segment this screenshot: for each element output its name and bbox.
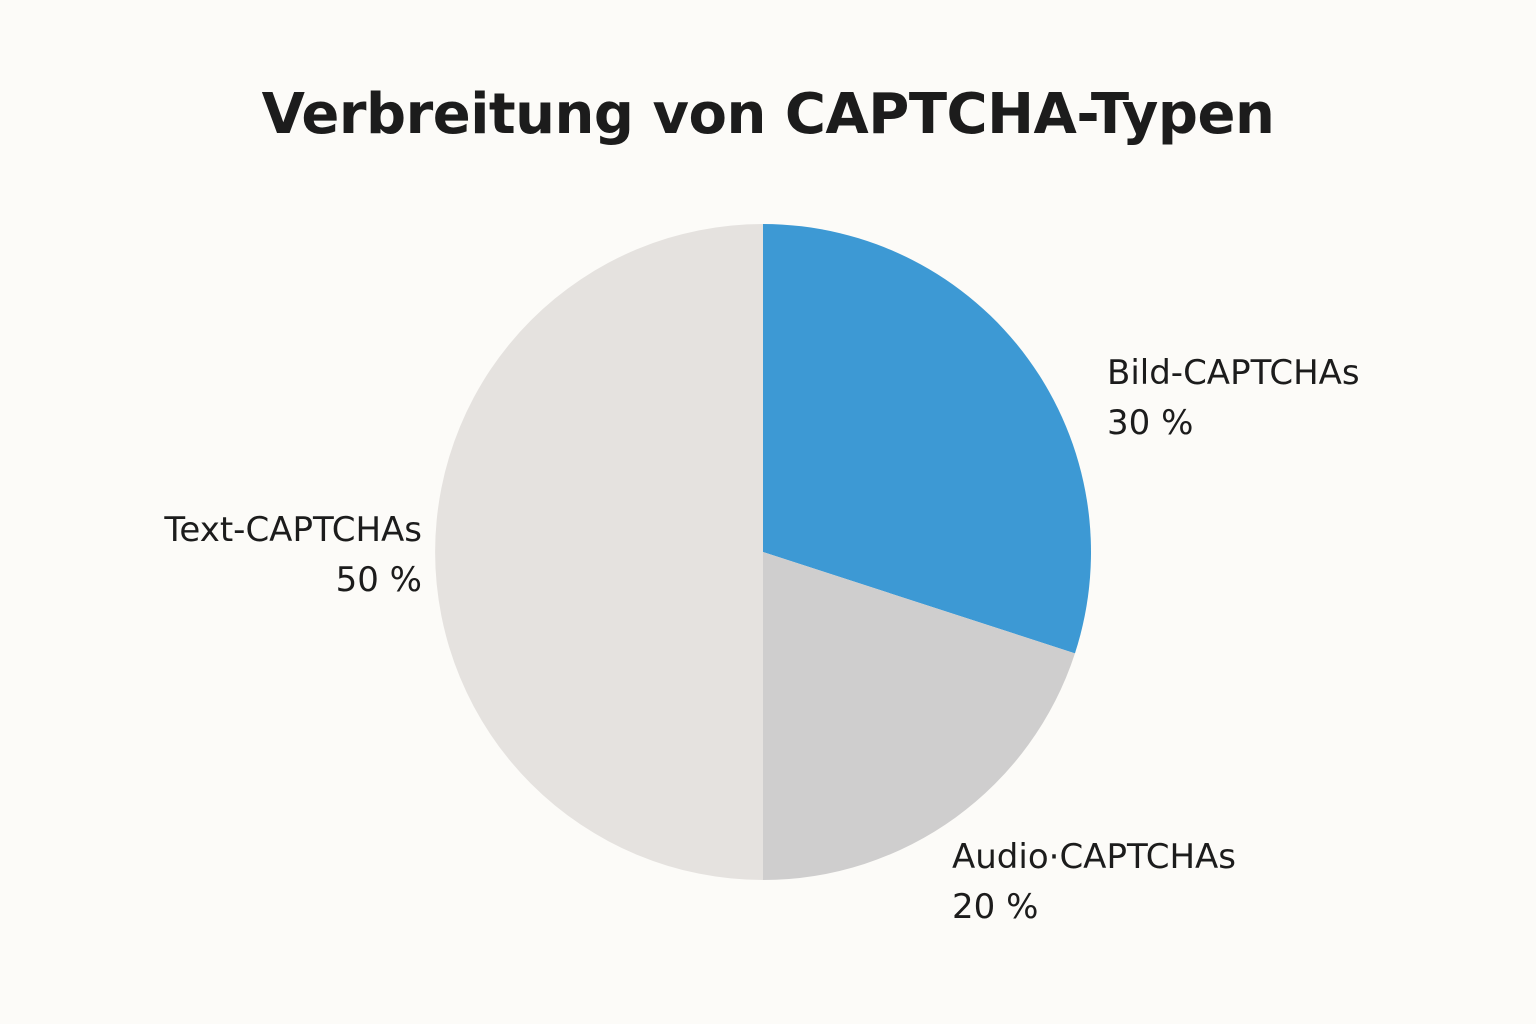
pie-slice-audio-captchas	[763, 552, 1075, 880]
slice-label-audio: Audio·CAPTCHAs 20 %	[952, 832, 1236, 932]
slice-label-bild: Bild-CAPTCHAs 30 %	[1107, 348, 1360, 448]
slice-label-value: 20 %	[952, 887, 1039, 927]
slice-label-value: 30 %	[1107, 403, 1194, 443]
pie-slice-bild-captchas	[763, 224, 1091, 654]
chart-title: Verbreitung von CAPTCHA-Typen	[261, 82, 1275, 147]
pie-slice-text-captchas	[435, 224, 763, 880]
slice-label-name: Bild-CAPTCHAs	[1107, 353, 1360, 393]
slice-label-name: Text-CAPTCHAs	[164, 510, 422, 550]
slice-label-text: Text-CAPTCHAs 50 %	[120, 505, 422, 605]
slice-label-name: Audio·CAPTCHAs	[952, 837, 1237, 877]
slice-label-value: 50 %	[335, 560, 422, 600]
